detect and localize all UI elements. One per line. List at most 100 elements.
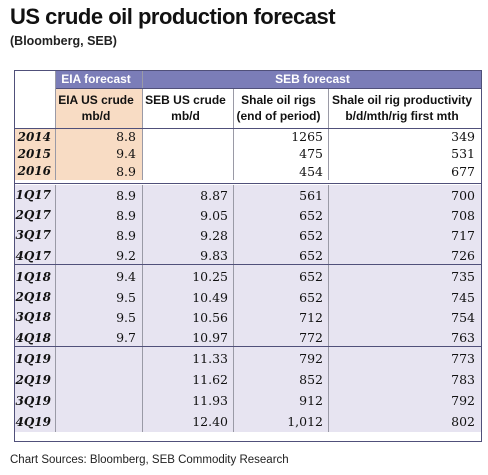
eia-cell: 9.5	[56, 307, 143, 327]
table-row: 2Q18 9.5 10.49 652 745	[14, 287, 482, 307]
seb-cell: 11.33	[143, 348, 234, 369]
rigs-cell: 852	[234, 369, 329, 390]
period-cell: 4Q19	[14, 411, 56, 432]
seb-cell	[143, 162, 234, 180]
eia-cell: 8.9	[56, 185, 143, 205]
col-header-line1: Shale oil rig productivity	[331, 93, 473, 107]
productivity-cell: 700	[329, 185, 482, 205]
rigs-cell: 652	[234, 225, 329, 245]
rigs-cell: 1265	[234, 128, 329, 145]
seb-section-header: SEB forecast	[143, 70, 482, 88]
seb-cell: 8.87	[143, 185, 234, 205]
productivity-cell: 349	[329, 128, 482, 145]
header-divider	[56, 88, 482, 89]
eia-cell	[56, 369, 143, 390]
rigs-cell: 652	[234, 287, 329, 307]
rigs-cell: 1,012	[234, 411, 329, 432]
chart-sources: Chart Sources: Bloomberg, SEB Commodity …	[10, 454, 289, 466]
rigs-cell: 475	[234, 145, 329, 162]
eia-cell	[56, 411, 143, 432]
page-subtitle: (Bloomberg, SEB)	[10, 34, 117, 48]
table-row: 1Q18 9.4 10.25 652 735	[14, 266, 482, 287]
table-row: 2016 8.9 454 677	[14, 162, 482, 180]
table-row: 2Q19 11.62 852 783	[14, 369, 482, 390]
col-header-line2: mb/d	[171, 109, 200, 123]
col-header-line1: EIA US crude	[58, 93, 134, 107]
group-divider	[14, 346, 482, 347]
table-row: 2Q17 8.9 9.05 652 708	[14, 205, 482, 225]
eia-cell	[56, 348, 143, 369]
period-cell: 4Q18	[14, 327, 56, 348]
productivity-cell: 792	[329, 390, 482, 411]
rigs-cell: 792	[234, 348, 329, 369]
group-divider	[14, 264, 482, 265]
page-title: US crude oil production forecast	[10, 4, 336, 29]
seb-cell: 9.83	[143, 245, 234, 266]
forecast-table: EIA forecast SEB forecast EIA US crude m…	[14, 70, 482, 442]
productivity-cell: 717	[329, 225, 482, 245]
seb-cell: 11.93	[143, 390, 234, 411]
period-cell: 2Q17	[14, 205, 56, 225]
table-row: 1Q17 8.9 8.87 561 700	[14, 185, 482, 205]
seb-cell: 9.28	[143, 225, 234, 245]
eia-cell: 8.9	[56, 225, 143, 245]
period-cell: 4Q17	[14, 245, 56, 266]
table-row: 3Q19 11.93 912 792	[14, 390, 482, 411]
corner-cell	[14, 70, 56, 88]
table-row: 3Q18 9.5 10.56 712 754	[14, 307, 482, 327]
eia-cell: 9.4	[56, 266, 143, 287]
productivity-cell: 531	[329, 145, 482, 162]
period-header-cell	[14, 88, 56, 128]
group-divider	[14, 128, 482, 129]
table-row: 4Q17 9.2 9.83 652 726	[14, 245, 482, 266]
productivity-cell: 726	[329, 245, 482, 266]
seb-cell: 10.25	[143, 266, 234, 287]
period-cell: 1Q18	[14, 266, 56, 287]
seb-cell: 9.05	[143, 205, 234, 225]
eia-section-header: EIA forecast	[56, 70, 143, 88]
col-header-line1: Shale oil rigs	[241, 93, 316, 107]
seb-cell: 10.56	[143, 307, 234, 327]
productivity-cell: 754	[329, 307, 482, 327]
period-cell: 2014	[14, 128, 56, 145]
productivity-cell: 773	[329, 348, 482, 369]
rigs-cell: 652	[234, 266, 329, 287]
productivity-cell: 708	[329, 205, 482, 225]
productivity-cell: 763	[329, 327, 482, 348]
productivity-cell: 677	[329, 162, 482, 180]
column-header-row: EIA US crude mb/d SEB US crude mb/d Shal…	[14, 88, 482, 128]
eia-cell: 8.9	[56, 205, 143, 225]
productivity-cell: 783	[329, 369, 482, 390]
period-cell: 1Q17	[14, 185, 56, 205]
eia-cell	[56, 390, 143, 411]
rigs-cell: 652	[234, 245, 329, 266]
period-cell: 3Q18	[14, 307, 56, 327]
rigs-cell: 772	[234, 327, 329, 348]
rigs-cell: 712	[234, 307, 329, 327]
period-cell: 2Q18	[14, 287, 56, 307]
productivity-cell: 802	[329, 411, 482, 432]
col-header-seb-crude: SEB US crude mb/d	[143, 88, 234, 128]
seb-cell: 11.62	[143, 369, 234, 390]
period-cell: 3Q19	[14, 390, 56, 411]
seb-cell: 12.40	[143, 411, 234, 432]
eia-cell: 8.9	[56, 162, 143, 180]
seb-cell	[143, 128, 234, 145]
productivity-cell: 735	[329, 266, 482, 287]
seb-cell	[143, 145, 234, 162]
eia-cell: 8.8	[56, 128, 143, 145]
period-cell: 3Q17	[14, 225, 56, 245]
col-header-shale-rigs: Shale oil rigs (end of period)	[234, 88, 329, 128]
period-cell: 2015	[14, 145, 56, 162]
col-header-line2: (end of period)	[236, 109, 321, 123]
period-cell: 1Q19	[14, 348, 56, 369]
group-divider	[14, 183, 482, 184]
col-header-line2: b/d/mth/rig first mth	[345, 109, 459, 123]
productivity-cell: 745	[329, 287, 482, 307]
period-cell: 2Q19	[14, 369, 56, 390]
table-row: 4Q18 9.7 10.97 772 763	[14, 327, 482, 348]
table-row: 4Q19 12.40 1,012 802	[14, 411, 482, 432]
eia-cell: 9.7	[56, 327, 143, 348]
table-row: 2014 8.8 1265 349	[14, 128, 482, 145]
eia-cell: 9.2	[56, 245, 143, 266]
